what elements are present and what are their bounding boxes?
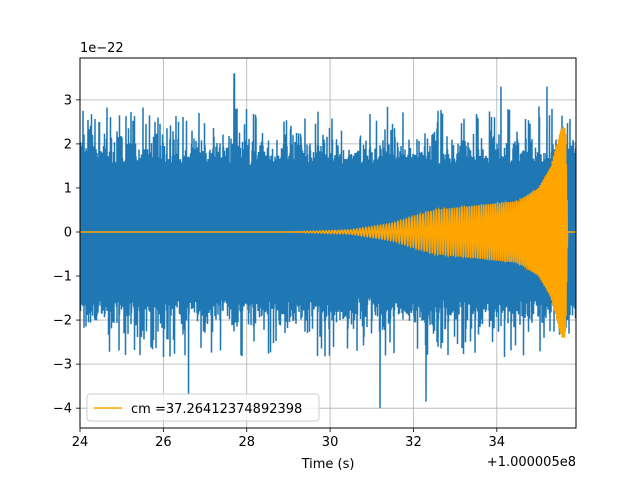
x-tick-label: 32 bbox=[405, 435, 422, 450]
x-tick-label: 34 bbox=[489, 435, 506, 450]
legend-box bbox=[86, 393, 320, 422]
y-scale-label: 1e−22 bbox=[80, 41, 124, 56]
y-tick-label: −2 bbox=[53, 314, 72, 329]
axis-ticks: 24 26 28 30 32 34 −4 −3 −2 −1 0 1 2 3 bbox=[53, 93, 505, 450]
x-tick-label: 24 bbox=[72, 435, 89, 450]
y-tick-label: 2 bbox=[64, 137, 72, 152]
y-tick-label: −3 bbox=[53, 358, 72, 373]
legend-label: cm =37.26412374892398 bbox=[131, 402, 302, 417]
y-tick-label: 1 bbox=[64, 181, 72, 196]
x-tick-label: 30 bbox=[322, 435, 339, 450]
x-axis-label: Time (s) bbox=[301, 457, 355, 472]
y-tick-label: −4 bbox=[53, 402, 72, 417]
series-area bbox=[80, 73, 576, 409]
plot-frame bbox=[79, 57, 577, 429]
series-chirp-line bbox=[80, 126, 576, 338]
y-tick-label: 0 bbox=[64, 225, 72, 240]
legend: cm =37.26412374892398 bbox=[86, 393, 320, 422]
y-tick-label: 3 bbox=[64, 93, 72, 108]
x-tick-label: 26 bbox=[155, 435, 172, 450]
x-tick-label: 28 bbox=[238, 435, 255, 450]
x-offset-label: +1.000005e8 bbox=[487, 455, 576, 470]
y-tick-label: −1 bbox=[53, 270, 72, 285]
